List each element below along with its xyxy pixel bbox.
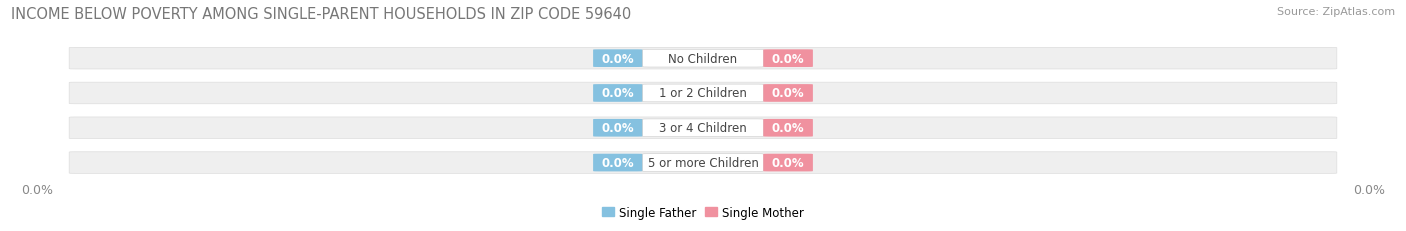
Text: 0.0%: 0.0% bbox=[772, 52, 804, 65]
FancyBboxPatch shape bbox=[593, 85, 643, 102]
Text: INCOME BELOW POVERTY AMONG SINGLE-PARENT HOUSEHOLDS IN ZIP CODE 59640: INCOME BELOW POVERTY AMONG SINGLE-PARENT… bbox=[11, 7, 631, 22]
FancyBboxPatch shape bbox=[763, 119, 813, 137]
Legend: Single Father, Single Mother: Single Father, Single Mother bbox=[602, 206, 804, 219]
FancyBboxPatch shape bbox=[69, 48, 1337, 70]
FancyBboxPatch shape bbox=[643, 85, 763, 102]
FancyBboxPatch shape bbox=[763, 154, 813, 172]
Text: 0.0%: 0.0% bbox=[602, 52, 634, 65]
FancyBboxPatch shape bbox=[69, 118, 1337, 139]
FancyBboxPatch shape bbox=[643, 50, 763, 68]
Text: 3 or 4 Children: 3 or 4 Children bbox=[659, 122, 747, 135]
FancyBboxPatch shape bbox=[593, 154, 643, 172]
Text: 0.0%: 0.0% bbox=[772, 122, 804, 135]
FancyBboxPatch shape bbox=[763, 50, 813, 68]
Text: 0.0%: 0.0% bbox=[1353, 183, 1385, 196]
FancyBboxPatch shape bbox=[593, 50, 643, 68]
Text: 0.0%: 0.0% bbox=[772, 156, 804, 169]
Text: 5 or more Children: 5 or more Children bbox=[648, 156, 758, 169]
Text: 1 or 2 Children: 1 or 2 Children bbox=[659, 87, 747, 100]
FancyBboxPatch shape bbox=[593, 119, 643, 137]
FancyBboxPatch shape bbox=[643, 154, 763, 172]
FancyBboxPatch shape bbox=[69, 152, 1337, 174]
Text: No Children: No Children bbox=[668, 52, 738, 65]
FancyBboxPatch shape bbox=[643, 119, 763, 137]
Text: 0.0%: 0.0% bbox=[602, 122, 634, 135]
Text: Source: ZipAtlas.com: Source: ZipAtlas.com bbox=[1277, 7, 1395, 17]
FancyBboxPatch shape bbox=[69, 83, 1337, 104]
Text: 0.0%: 0.0% bbox=[772, 87, 804, 100]
FancyBboxPatch shape bbox=[763, 85, 813, 102]
Text: 0.0%: 0.0% bbox=[602, 156, 634, 169]
Text: 0.0%: 0.0% bbox=[602, 87, 634, 100]
Text: 0.0%: 0.0% bbox=[21, 183, 53, 196]
